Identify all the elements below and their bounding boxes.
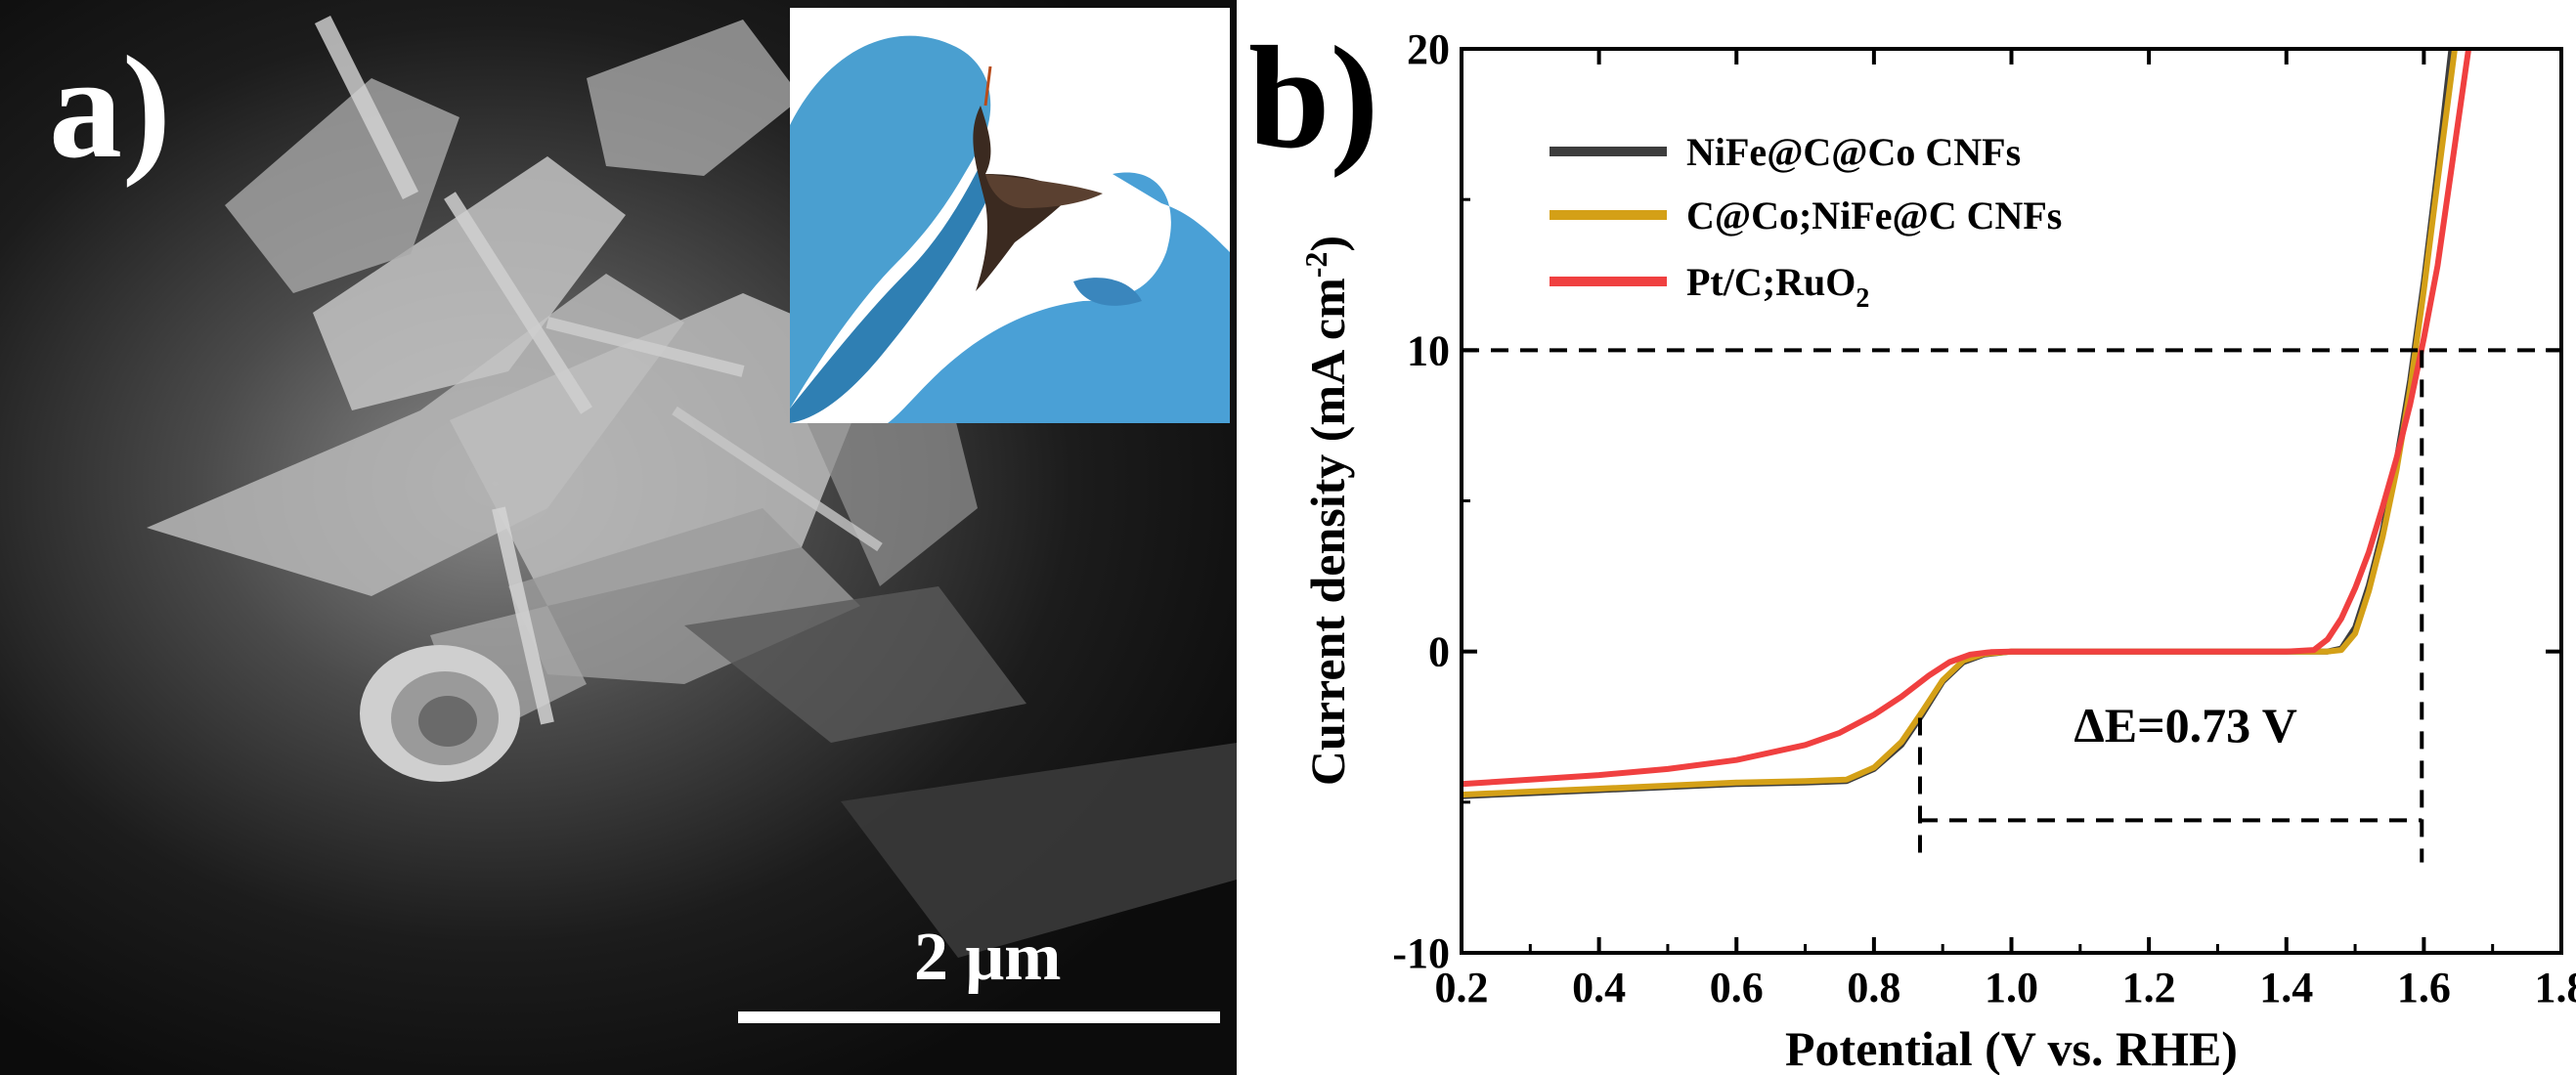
x-tick-label: 0.8: [1847, 964, 1900, 1011]
delta-e-label: ΔE=0.73 V: [2074, 698, 2296, 752]
sem-micrograph: [147, 15, 1237, 958]
fiber-spikes: [314, 15, 883, 725]
nanofiber-tube: [360, 645, 520, 782]
plot-frame: [1460, 47, 2563, 955]
legend-label-pt-c-ruo2: Pt/C;RuO2: [1686, 260, 1869, 314]
legend-label-nife-c-co: NiFe@C@Co CNFs: [1686, 130, 2021, 174]
gloved-hands-photo: [790, 8, 1230, 423]
scale-bar-label: 2 μm: [914, 920, 1062, 995]
legend-label-pt-c-ruo2-subscript: 2: [1856, 283, 1869, 314]
panel-label-a: a): [49, 26, 171, 189]
lsv-chart: 0.2 0.4 0.6 0.8 1.0 1.2 1.4 1.6 1.8 -10 0 10 20 Pote…: [1298, 25, 2576, 1075]
x-tick-label: 1.6: [2397, 964, 2451, 1011]
legend-label-pt-c-ruo2-main: Pt/C;RuO: [1686, 260, 1856, 304]
x-tick-label: 1.8: [2535, 964, 2576, 1011]
x-tick-label: 0.6: [1710, 964, 1764, 1011]
annotation-layer: [1462, 348, 2561, 863]
sem-image-panel: a) 2 μm: [0, 0, 1237, 1075]
x-tick-label: 1.4: [2259, 964, 2313, 1011]
legend-label-c-co-nife-c: C@Co;NiFe@C CNFs: [1686, 194, 2062, 237]
lsv-chart-panel: 0.2 0.4 0.6 0.8 1.0 1.2 1.4 1.6 1.8 -10 0 10 20 Pote…: [1237, 0, 2576, 1075]
panel-label-b: b): [1248, 17, 1379, 179]
y-tick-label: -10: [1392, 929, 1450, 977]
x-tick-label: 0.4: [1572, 964, 1626, 1011]
legend: NiFe@C@Co CNFs C@Co;NiFe@C CNFs Pt/C;RuO…: [1550, 130, 2062, 314]
y-tick-label: 20: [1407, 25, 1450, 73]
scale-bar: [738, 1011, 1220, 1023]
flexible-film-photo-inset: [790, 8, 1230, 423]
y-tick-label: 10: [1407, 326, 1450, 374]
axes-layer: 0.2 0.4 0.6 0.8 1.0 1.2 1.4 1.6 1.8 -10 0 10 20: [1392, 25, 2576, 1011]
series-layer: [1461, 48, 2472, 799]
y-tick-label: 0: [1428, 628, 1450, 676]
y-axis-title-superscript: -2: [1298, 252, 1333, 279]
x-tick-label: 1.0: [1985, 964, 2038, 1011]
y-axis-title-close: ): [1300, 236, 1355, 252]
y-axis-title-main: Current density (mA cm: [1300, 278, 1355, 786]
x-axis-title: Potential (V vs. RHE): [1785, 1021, 2238, 1075]
x-tick-label: 0.2: [1435, 964, 1489, 1011]
y-axis-title: Current density (mA cm-2): [1298, 236, 1355, 786]
x-tick-label: 1.2: [2122, 964, 2176, 1011]
series-line-2: [1461, 48, 2472, 788]
